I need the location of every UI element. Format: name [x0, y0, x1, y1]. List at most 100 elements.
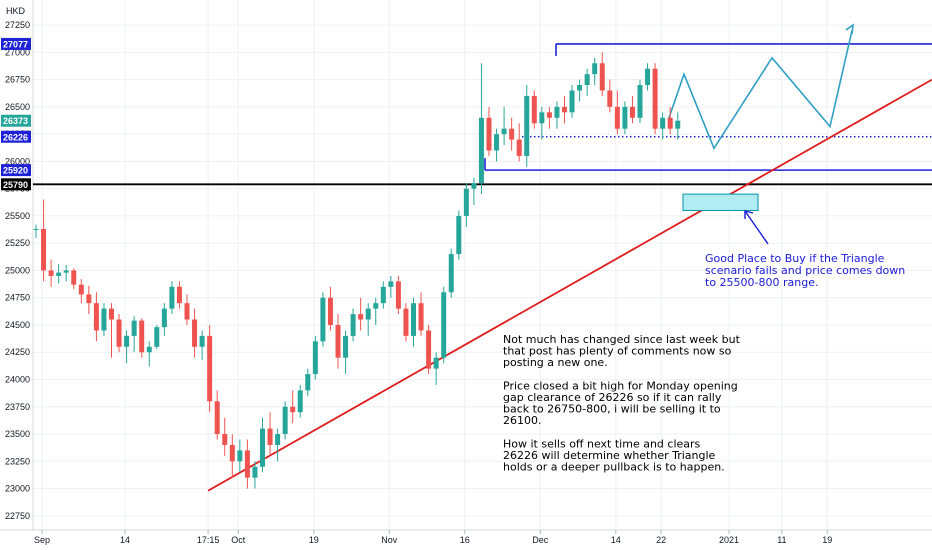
candle-body — [501, 128, 507, 135]
note-line: 26100. — [503, 414, 542, 427]
candle-body — [365, 308, 371, 320]
candle-body — [667, 117, 673, 129]
candle-body — [237, 450, 243, 462]
price-tick-label: 25000 — [5, 265, 30, 275]
price-badges: 27077 26373 26226 25920 25790 — [1, 37, 31, 191]
note-line: 26226 will determine whether Triangle — [503, 449, 716, 462]
note-line: posting a new one. — [503, 356, 608, 369]
candle-body — [509, 128, 515, 140]
candle-body — [343, 335, 349, 358]
time-tick-label: Oct — [231, 535, 246, 545]
note-line: Price closed a bit high for Monday openi… — [503, 379, 738, 392]
candle-body — [471, 183, 477, 189]
price-tick-label: 23750 — [5, 402, 30, 412]
candle-body — [192, 319, 198, 347]
candle-body — [524, 95, 530, 156]
currency-label: HKD — [6, 6, 26, 16]
candle-body — [614, 106, 620, 129]
candle-body — [554, 106, 560, 118]
price-tick-label: 27000 — [5, 47, 30, 57]
candle-body — [146, 346, 152, 353]
candle-body — [478, 117, 484, 184]
candle-body — [448, 254, 454, 293]
candle-body — [350, 314, 356, 336]
price-tick-label: 24250 — [5, 347, 30, 357]
candle-body — [267, 428, 273, 445]
candle-body — [358, 314, 364, 320]
time-tick-label: 14 — [120, 535, 130, 545]
candle-body — [335, 324, 341, 358]
candle-body — [305, 374, 311, 391]
candle-body — [290, 406, 296, 413]
candle-body — [486, 117, 492, 151]
candle-body — [577, 85, 583, 91]
candle-body — [116, 319, 122, 347]
candle-body — [327, 297, 333, 325]
time-tick-label: 16 — [460, 535, 470, 545]
uptrend-line — [207, 78, 932, 492]
time-tick-label: Dec — [532, 535, 549, 545]
candle-body — [320, 297, 326, 342]
candle-body — [456, 215, 462, 255]
candle-body — [222, 434, 228, 445]
candle-body — [297, 390, 303, 413]
candles — [33, 52, 681, 489]
candle-body — [207, 335, 213, 402]
note-line: gap clearance of 26226 so if it can rall… — [503, 391, 722, 404]
candle-body — [433, 357, 439, 369]
time-axis[interactable]: Sep 14 17:15 Oct 19 Nov 16 Dec 14 22 2021 11 19 — [34, 530, 832, 545]
candle-body — [645, 68, 651, 86]
candle-body — [260, 428, 265, 467]
candle-body — [426, 330, 432, 369]
candle-body — [56, 272, 62, 276]
time-tick-label: Nov — [381, 535, 398, 545]
candle-body — [675, 120, 681, 129]
candle-body — [124, 335, 130, 347]
price-tick-label: 24500 — [5, 320, 30, 330]
candle-body — [652, 68, 658, 129]
candle-body — [622, 106, 628, 129]
time-tick-label: 17:15 — [197, 535, 220, 545]
note-line: How it sells off next time and clears — [503, 437, 701, 450]
projection-arrowhead — [845, 23, 854, 35]
candle-body — [592, 63, 598, 75]
candle-body — [531, 95, 537, 124]
price-axis-panel — [0, 0, 33, 530]
buy-zone — [682, 193, 759, 211]
time-tick-label: 19 — [822, 535, 832, 545]
candle-body — [244, 450, 250, 478]
buy-arrowhead — [744, 210, 754, 219]
price-tick-label: 23250 — [5, 456, 30, 466]
candle-body — [275, 434, 281, 445]
price-badge — [1, 114, 31, 127]
buy-note: Good Place to Buy if the Trianglescenari… — [705, 252, 905, 289]
price-badge — [1, 178, 31, 191]
price-badge-label: 27077 — [3, 39, 28, 49]
price-tick-label: 26000 — [5, 156, 30, 166]
price-tick-label: 23500 — [5, 429, 30, 439]
price-badge-label: 26373 — [3, 116, 28, 126]
price-tick-label: 22750 — [5, 511, 30, 521]
buy-note-line: scenario fails and price comes down — [705, 264, 905, 277]
candle-body — [101, 308, 107, 331]
drawings[interactable] — [33, 23, 932, 492]
price-tick-label: 26750 — [5, 75, 30, 85]
candle-body — [282, 406, 288, 435]
buy-arrow — [744, 210, 769, 245]
candle-body — [154, 327, 160, 347]
candle-body — [78, 284, 84, 295]
price-tick-label: 24000 — [5, 375, 30, 385]
candle-body — [546, 112, 552, 118]
candle-body — [562, 106, 567, 113]
candle-body — [380, 286, 386, 304]
time-tick-label: 19 — [309, 535, 319, 545]
candle-body — [71, 270, 77, 285]
candle-body — [184, 303, 190, 320]
candle-body — [463, 188, 469, 216]
candle-body — [373, 303, 379, 309]
candle-body — [418, 303, 424, 331]
candle-body — [395, 281, 401, 309]
time-tick-label: 11 — [777, 535, 786, 545]
time-tick-label: 14 — [611, 535, 621, 545]
